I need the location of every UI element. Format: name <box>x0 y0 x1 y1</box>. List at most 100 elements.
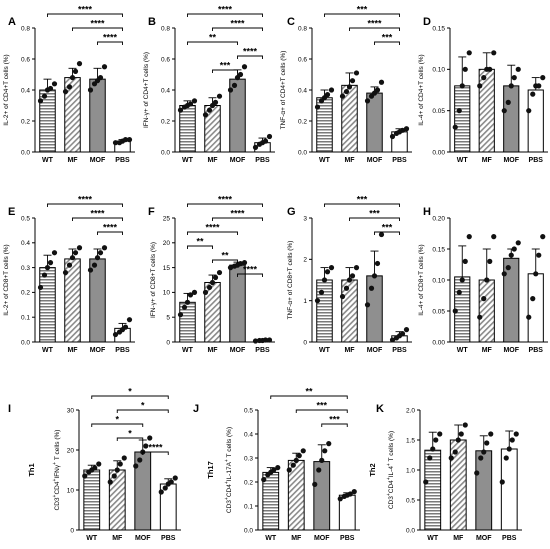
data-point <box>51 81 58 87</box>
data-point <box>261 477 267 483</box>
y-tick-label: 0.0 <box>244 527 253 534</box>
significance-bracket <box>97 41 123 45</box>
data-point <box>177 107 184 113</box>
data-point <box>286 467 292 473</box>
data-point <box>62 269 69 276</box>
significance-bracket <box>212 217 263 221</box>
significance-label: **** <box>103 33 118 43</box>
significance-bracket <box>187 245 213 249</box>
data-point <box>364 302 371 308</box>
data-point <box>478 455 484 461</box>
data-point <box>513 431 519 437</box>
y-tick-label: 0.4 <box>161 87 170 94</box>
bar-mf <box>478 279 495 343</box>
y-tick-label: 10 <box>163 290 171 297</box>
significance-label: **** <box>205 223 220 233</box>
y-axis-label: CD3+CD4+IL-4+ T cells (%) <box>386 431 395 509</box>
data-point <box>433 437 439 443</box>
panel-label: H <box>423 206 431 218</box>
data-point <box>111 473 117 479</box>
significance-label: **** <box>103 223 118 233</box>
x-tick-label: PBS <box>392 157 407 164</box>
significance-label: **** <box>218 195 233 205</box>
data-point <box>76 61 83 67</box>
data-point <box>488 431 494 437</box>
y-tick-label: 0.8 <box>21 25 30 32</box>
data-point <box>321 277 328 283</box>
data-point <box>448 455 454 461</box>
significance-bracket <box>295 409 348 413</box>
data-point <box>122 324 129 330</box>
data-point <box>76 245 83 251</box>
x-tick-label: PBS <box>161 535 176 542</box>
data-point <box>82 473 88 479</box>
chart-panel-f: F 0 5 10 15 20 25 IFN-γ+ of CD8+T cells (%) WT MF… <box>148 195 275 354</box>
data-point <box>41 272 48 278</box>
y-tick-label: 0.6 <box>298 56 307 63</box>
y-tick-label: 0.2 <box>244 479 253 486</box>
data-point <box>508 83 514 89</box>
bar-mof <box>503 257 520 343</box>
data-point <box>126 137 133 143</box>
data-point <box>202 112 209 118</box>
data-point <box>515 240 521 246</box>
data-point <box>316 467 322 473</box>
significance-bracket <box>349 27 400 31</box>
chart-panel-h: H 0.00 0.05 0.10 0.15 0.20 IL-4+ of CD8+T cell… <box>418 206 548 354</box>
significance-label: **** <box>243 47 258 57</box>
x-tick-label: WT <box>42 347 54 354</box>
data-point <box>92 465 98 471</box>
y-tick-label: 0 <box>303 339 307 346</box>
data-point <box>326 441 332 447</box>
data-point <box>346 84 353 90</box>
chart-panel-g: G 0 1 2 3 TNF-α+ of CD8+T cells (%) WT MF MOF PBS… <box>287 195 412 354</box>
significance-bracket <box>324 13 400 17</box>
data-point <box>462 258 468 264</box>
significance-bracket <box>324 203 400 207</box>
data-point <box>187 292 194 298</box>
panel-label: I <box>8 403 11 415</box>
data-point <box>97 250 104 256</box>
data-point <box>491 50 497 56</box>
data-point <box>462 422 468 428</box>
data-point <box>87 267 94 273</box>
bar-mof <box>503 85 520 153</box>
data-point <box>509 437 515 443</box>
x-tick-label: WT <box>182 157 194 164</box>
significance-label: *** <box>382 33 393 43</box>
data-point <box>540 234 546 240</box>
data-point <box>158 489 164 495</box>
significance-label: **** <box>78 5 93 15</box>
significance-label: *** <box>329 415 340 425</box>
y-tick-label: 20 <box>163 240 171 247</box>
data-point <box>339 93 346 99</box>
bar-mf <box>449 439 467 531</box>
data-point <box>112 331 119 338</box>
y-axis-label: IL-2+ of CD4+T cells (%) <box>3 54 10 125</box>
significance-bracket <box>116 437 144 441</box>
y-tick-label: 0 <box>166 339 170 346</box>
bar-mf <box>341 279 358 343</box>
data-point <box>481 296 487 302</box>
th-subset-label: Th1 <box>27 463 36 476</box>
y-tick-label: 0.6 <box>21 56 30 63</box>
significance-bracket <box>187 13 263 17</box>
data-point <box>487 258 493 264</box>
data-point <box>262 138 269 144</box>
significance-label: **** <box>78 195 93 205</box>
y-axis-label: IFN-γ+ of CD8+T cells (%) <box>150 242 157 318</box>
data-point <box>69 75 76 81</box>
data-point <box>452 308 458 314</box>
data-point <box>511 75 517 81</box>
bar-wt <box>424 449 442 531</box>
data-point <box>484 440 490 446</box>
data-point <box>374 260 381 267</box>
y-axis-label: CD3+CD4+IL-17A+ T cells (%) <box>224 427 233 513</box>
bar-mof <box>475 450 493 531</box>
x-tick-label: MF <box>453 535 464 542</box>
significance-label: **** <box>90 209 105 219</box>
bar-wt <box>39 267 56 343</box>
y-tick-label: 3 <box>303 215 307 222</box>
data-point <box>143 443 149 449</box>
